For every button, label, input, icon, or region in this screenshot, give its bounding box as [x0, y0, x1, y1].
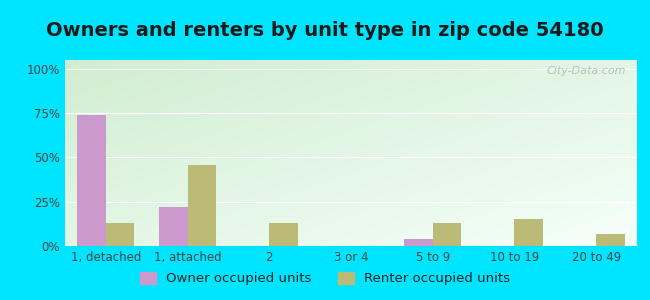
Text: City-Data.com: City-Data.com — [546, 66, 625, 76]
Bar — [404, 239, 433, 246]
Bar — [433, 223, 462, 246]
Bar — [596, 234, 625, 246]
Bar — [514, 219, 543, 246]
Legend: Owner occupied units, Renter occupied units: Owner occupied units, Renter occupied un… — [135, 266, 515, 290]
Text: Owners and renters by unit type in zip code 54180: Owners and renters by unit type in zip c… — [46, 21, 604, 40]
Bar — [188, 164, 216, 246]
Bar — [106, 223, 135, 246]
Bar — [159, 207, 188, 246]
Bar — [269, 223, 298, 246]
Bar — [77, 115, 106, 246]
